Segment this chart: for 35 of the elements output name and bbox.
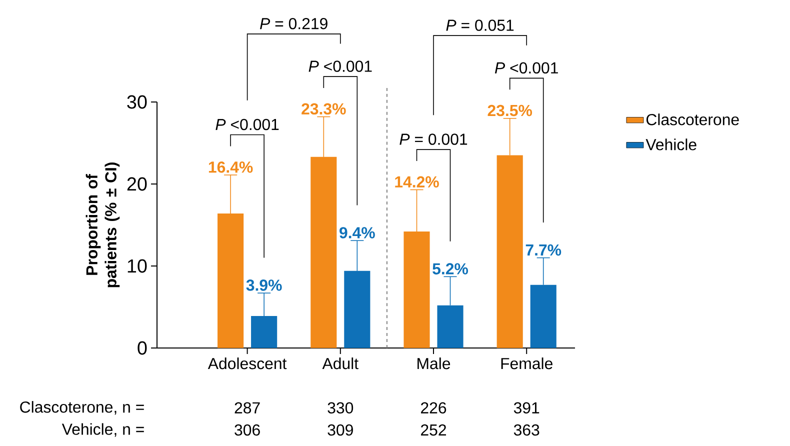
- x-tick-label: Female: [501, 358, 552, 370]
- x-tick-label: Adolescent: [208, 358, 287, 370]
- y-tick-label: 0: [138, 341, 147, 355]
- text: 309: [328, 424, 353, 436]
- annotation: P <0.001: [216, 118, 279, 130]
- text: Vehicle, n =: [62, 423, 144, 437]
- x-tick-label: Adult: [322, 358, 358, 370]
- text: 287: [234, 402, 260, 414]
- text: P = 0.219: [260, 18, 328, 30]
- data-label: 7.7%: [526, 244, 562, 256]
- data-label: 23.5%: [488, 104, 532, 116]
- annotation: P = 0.001: [400, 134, 468, 145]
- text: 252: [421, 424, 446, 436]
- data-label: 5.2%: [432, 263, 468, 274]
- x-tick-label: Male: [418, 358, 450, 370]
- text: 226: [421, 402, 446, 414]
- data-label: 16.4%: [208, 161, 253, 173]
- text: 306: [234, 424, 260, 436]
- legend-label: Clascoterone: [646, 114, 739, 126]
- data-label: 9.4%: [340, 227, 375, 238]
- data-label: 3.9%: [246, 280, 282, 291]
- text: 363: [514, 424, 540, 436]
- text: P <0.001: [308, 60, 372, 72]
- y-tick-label: 10: [128, 259, 147, 273]
- text: 391: [514, 402, 540, 414]
- data-label: 14.2%: [395, 176, 439, 188]
- text: P = 0.051: [446, 20, 514, 31]
- y-axis-title: Proportion of patients (% ± CI): [86, 162, 120, 288]
- data-label: 23.3%: [302, 103, 346, 115]
- legend-label: Vehicle: [646, 138, 696, 150]
- text: P <0.001: [494, 62, 558, 74]
- text: Clascoterone, n =: [20, 401, 144, 415]
- y-tick-label: 20: [127, 177, 147, 191]
- text: 330: [328, 402, 354, 414]
- y-tick-label: 30: [127, 95, 147, 109]
